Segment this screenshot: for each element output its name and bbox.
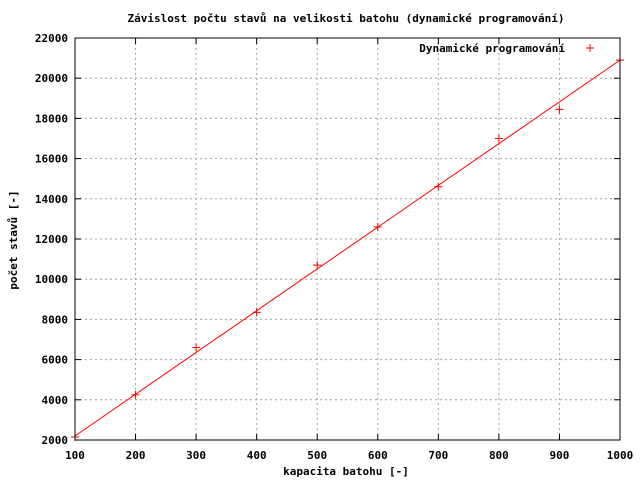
x-tick-label: 800 (489, 449, 509, 462)
legend-marker (586, 44, 594, 52)
data-point (494, 134, 503, 143)
x-tick-label: 1000 (607, 449, 634, 462)
x-tick-label: 700 (428, 449, 448, 462)
y-tick-label: 16000 (35, 153, 68, 166)
y-tick-label: 4000 (42, 394, 69, 407)
x-tick-label: 300 (186, 449, 206, 462)
y-tick-label: 2000 (42, 434, 69, 447)
x-axis-label: kapacita batohu [-] (283, 465, 409, 478)
chart-title: Závislost počtu stavů na velikosti batoh… (127, 12, 564, 25)
y-axis-label: počet stavů [-] (7, 190, 20, 289)
data-point (131, 390, 140, 399)
data-point (252, 308, 261, 317)
y-axis-ticks: 2000 4000 6000 8000 10000 12000 14000 16000 1800… (35, 32, 620, 447)
x-tick-label: 600 (368, 449, 388, 462)
legend: Dynamické programování (419, 42, 594, 55)
y-tick-label: 20000 (35, 72, 68, 85)
y-tick-label: 8000 (42, 313, 69, 326)
x-tick-label: 200 (126, 449, 146, 462)
data-point (555, 105, 564, 114)
y-tick-label: 10000 (35, 273, 68, 286)
legend-plus-marker (586, 44, 594, 52)
x-tick-label: 500 (307, 449, 327, 462)
y-tick-label: 12000 (35, 233, 68, 246)
legend-label: Dynamické programování (419, 42, 565, 55)
data-point (192, 343, 201, 352)
fit-line (74, 59, 621, 437)
data-point (373, 222, 382, 231)
y-tick-label: 6000 (42, 354, 69, 367)
data-point (434, 182, 443, 191)
x-tick-label: 900 (550, 449, 570, 462)
y-tick-label: 18000 (35, 112, 68, 125)
x-axis-ticks: 100 200 300 400 500 600 700 800 900 1000 (65, 38, 633, 462)
data-point (313, 261, 322, 270)
y-tick-label: 14000 (35, 193, 68, 206)
x-tick-label: 400 (247, 449, 267, 462)
x-tick-label: 100 (65, 449, 85, 462)
grid (75, 38, 620, 440)
y-tick-label: 22000 (35, 32, 68, 45)
